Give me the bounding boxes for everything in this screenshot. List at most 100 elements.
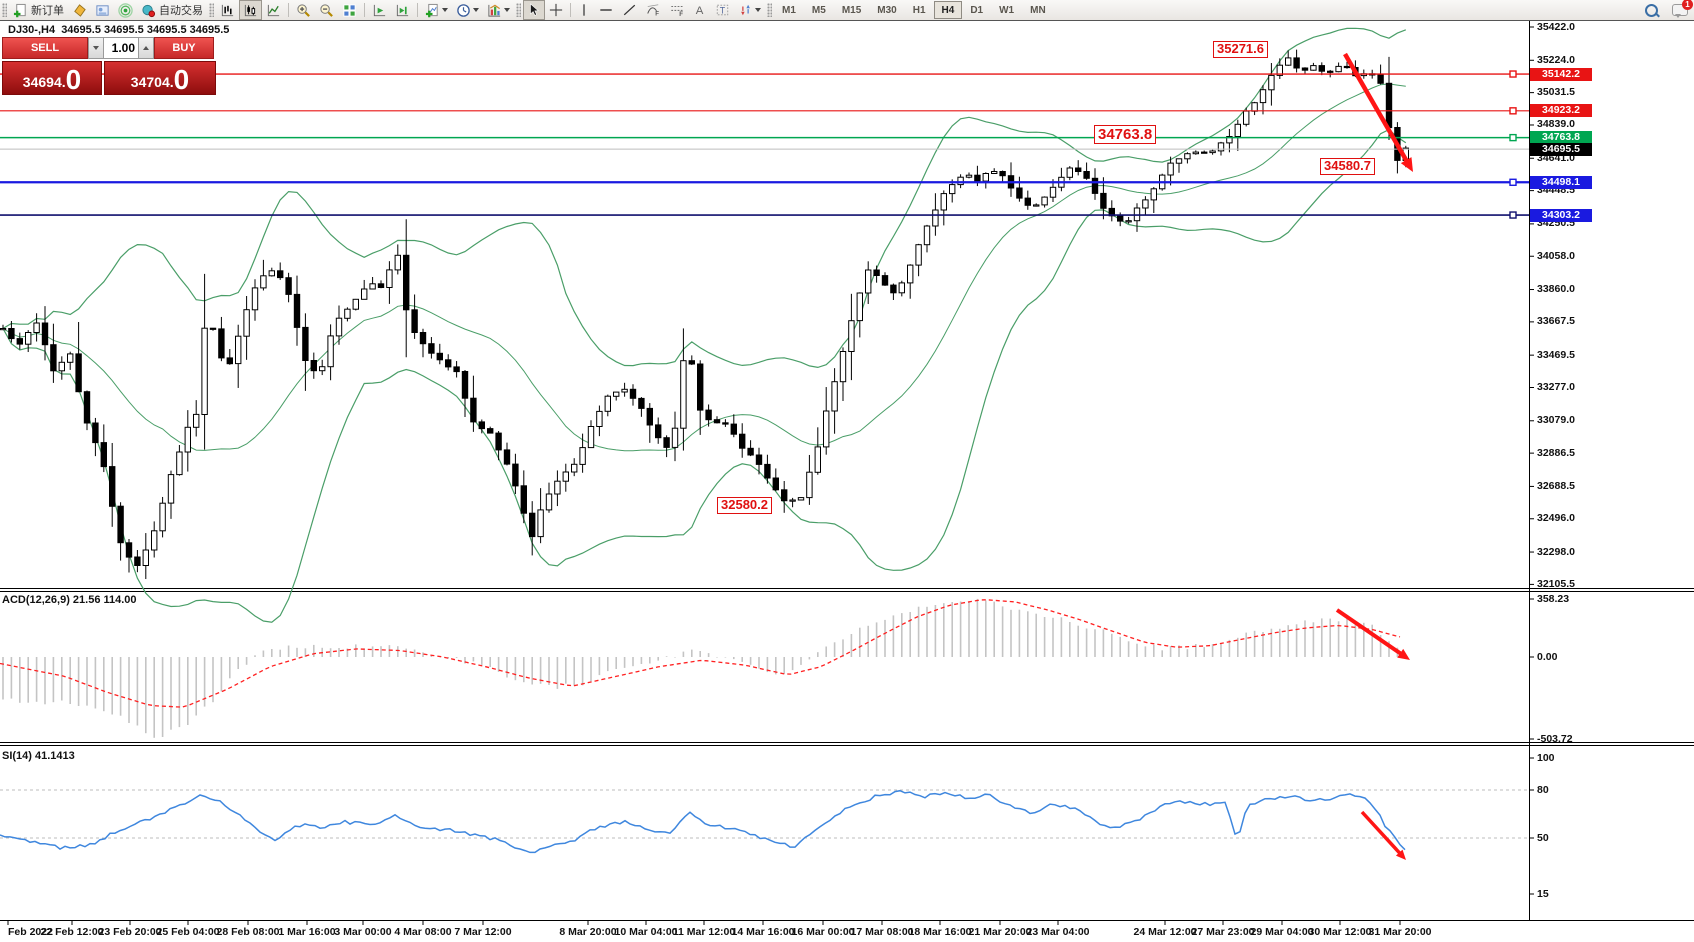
bar-chart-button[interactable] <box>216 0 239 20</box>
channel-tool-button[interactable]: F <box>665 0 689 20</box>
candle-body <box>50 344 57 372</box>
zoom-out-button[interactable] <box>315 0 338 20</box>
tab-timeframe-m1[interactable]: M1 <box>782 4 796 16</box>
candle-body <box>470 397 477 423</box>
autotrade-button[interactable]: 自动交易 <box>137 0 207 20</box>
macd-histogram-bar <box>1094 629 1096 657</box>
line-handle[interactable] <box>1509 70 1517 78</box>
search-icon[interactable] <box>1645 3 1658 17</box>
line-handle[interactable] <box>1509 178 1517 186</box>
candle-body <box>377 283 385 288</box>
sell-button[interactable]: SELL <box>2 37 88 59</box>
macd-histogram-bar <box>1287 625 1289 657</box>
new-order-button[interactable]: 新订单 <box>9 0 68 20</box>
candle-body <box>1150 188 1157 201</box>
trendline-tool-button[interactable] <box>618 0 641 20</box>
buy-button[interactable]: BUY <box>154 37 214 59</box>
sell-price[interactable]: 34694. 0 <box>2 61 102 95</box>
candle-body <box>487 428 494 434</box>
macd-histogram-bar <box>993 601 995 657</box>
price-annotation[interactable]: 34763.8 <box>1094 125 1157 145</box>
chart-window-button[interactable] <box>91 0 114 20</box>
channel-icon: F <box>671 5 683 17</box>
arrows-tool-button[interactable] <box>734 0 765 20</box>
indicators-icon <box>425 3 438 17</box>
crosshair-tool-button[interactable] <box>545 0 567 20</box>
chart-window-icon <box>96 4 109 16</box>
rsi-down-arrow <box>1360 810 1404 857</box>
buy-price[interactable]: 34704. 0 <box>104 61 216 95</box>
tab-timeframe-h1[interactable]: H1 <box>912 4 926 16</box>
line-handle[interactable] <box>1509 133 1517 142</box>
market-watch-button[interactable] <box>68 0 91 20</box>
candle-body <box>1226 136 1233 144</box>
candle-body <box>453 366 460 373</box>
macd-histogram-bar <box>1354 622 1357 657</box>
macd-histogram-bar <box>691 649 693 657</box>
auto-scroll-button[interactable] <box>391 0 414 20</box>
tile-windows-button[interactable] <box>338 0 361 20</box>
macd-histogram-bar <box>10 657 13 699</box>
text-tool-button[interactable]: A <box>689 0 711 20</box>
candle-body <box>1251 102 1258 112</box>
chart-title: DJ30-,H4 34695.5 34695.5 34695.5 34695.5 <box>8 24 230 36</box>
toolbar: 新订单 自动交易 <box>0 0 1694 21</box>
vertical-line-tool-button[interactable] <box>574 0 594 20</box>
candle-body <box>537 509 544 538</box>
macd-histogram-bar <box>615 657 617 669</box>
candle-body <box>310 360 318 372</box>
zoom-out-icon <box>320 3 333 17</box>
candle-body <box>898 282 905 294</box>
candlestick-chart-button[interactable] <box>239 0 262 20</box>
candle-body <box>638 397 645 409</box>
candle-body <box>1310 65 1317 71</box>
line-chart-button[interactable] <box>262 0 285 20</box>
tab-timeframe-h4[interactable]: H4 <box>933 1 963 19</box>
fibonacci-tool-button[interactable]: F <box>641 0 665 20</box>
indicators-button[interactable] <box>421 0 452 20</box>
periods-button[interactable] <box>452 0 483 20</box>
cursor-tool-button[interactable] <box>523 0 545 20</box>
macd-histogram-bar <box>548 657 550 685</box>
volume-input[interactable] <box>104 37 138 59</box>
candle-body <box>579 447 586 465</box>
macd-histogram-bar <box>1077 625 1079 657</box>
macd-histogram-bar <box>1253 630 1256 657</box>
volume-decrease-button[interactable] <box>88 37 104 59</box>
macd-histogram-bar <box>1321 618 1323 657</box>
candle-body <box>1091 177 1099 194</box>
shift-chart-button[interactable] <box>368 0 391 20</box>
tab-timeframe-d1[interactable]: D1 <box>970 4 984 16</box>
buy-price-main: 34704. <box>130 74 174 90</box>
tab-timeframe-mn[interactable]: MN <box>1030 4 1046 16</box>
macd-histogram-bar <box>304 648 307 657</box>
macd-histogram-bar <box>111 657 113 715</box>
chevron-down-icon <box>442 8 448 12</box>
macd-histogram-bar <box>657 657 659 661</box>
chevron-down-icon <box>504 8 510 12</box>
candle-body <box>369 283 376 290</box>
tab-timeframe-w1[interactable]: W1 <box>999 4 1015 16</box>
notification-badge: 1 <box>1682 0 1693 10</box>
price-annotation[interactable]: 32580.2 <box>717 497 772 514</box>
candle-body <box>75 353 82 393</box>
zoom-in-button[interactable] <box>292 0 315 20</box>
chat-icon[interactable]: 1 <box>1672 0 1693 18</box>
chevron-down-icon <box>93 46 99 50</box>
volume-increase-button[interactable] <box>138 37 154 59</box>
signal-button[interactable] <box>114 0 137 20</box>
macd-histogram-bar <box>716 657 718 658</box>
price-annotation[interactable]: 34580.7 <box>1320 158 1375 175</box>
tab-timeframe-m15[interactable]: M15 <box>841 4 862 16</box>
price-annotation[interactable]: 35271.6 <box>1213 41 1268 58</box>
label-tool-button[interactable]: T <box>711 0 734 20</box>
templates-button[interactable] <box>483 0 514 20</box>
macd-histogram-bar <box>371 646 374 657</box>
autotrade-label: 自动交易 <box>159 5 203 17</box>
line-handle[interactable] <box>1509 211 1517 219</box>
line-handle[interactable] <box>1509 107 1517 115</box>
horizontal-line-tool-button[interactable] <box>594 0 618 20</box>
tab-timeframe-m5[interactable]: M5 <box>811 4 826 16</box>
tab-timeframe-m30[interactable]: M30 <box>877 4 897 16</box>
